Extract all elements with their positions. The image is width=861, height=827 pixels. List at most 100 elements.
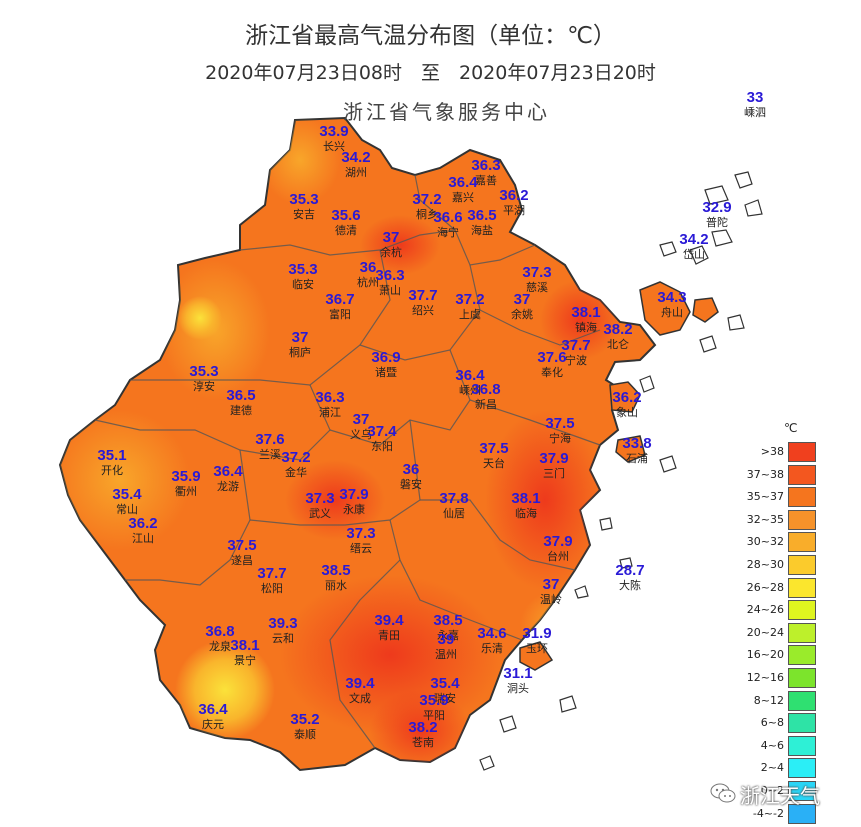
legend-swatch	[788, 645, 816, 666]
station-temp: 34.6	[477, 625, 507, 642]
station-name: 余杭	[380, 246, 402, 259]
legend-label: 12~16	[746, 671, 784, 684]
station-temp: 37.7	[408, 287, 438, 304]
station-衢州: 35.9 衢州	[171, 469, 200, 497]
station-temp: 35.4	[430, 675, 460, 692]
legend-label: -4~-2	[752, 806, 784, 820]
legend-swatch	[788, 464, 816, 485]
legend-item: 6~8	[760, 713, 820, 734]
station-temp: 33.9	[319, 123, 349, 140]
station-宁波: 37.7 宁波	[561, 338, 590, 366]
station-嵊州: 36.4 嵊州	[455, 368, 484, 396]
legend-swatch	[788, 690, 816, 711]
station-name: 宁海	[548, 432, 571, 445]
station-玉环: 31.9 玉环	[522, 626, 551, 654]
station-temp: 36.8	[205, 623, 235, 640]
station-name: 临安	[291, 278, 314, 291]
station-temp: 36.9	[371, 349, 401, 366]
station-temp: 38.5	[321, 562, 351, 579]
legend-label: 24~26	[746, 603, 784, 617]
station-temp: 39	[437, 631, 455, 648]
station-temp: 35.1	[97, 447, 127, 464]
station-name: 临海	[514, 507, 537, 520]
station-长兴: 33.9 长兴	[319, 124, 348, 152]
station-temp: 36.4	[213, 463, 243, 480]
station-temp: 36.2	[499, 187, 529, 204]
legend-label: 0~2	[760, 784, 784, 797]
station-name: 嘉兴	[451, 191, 474, 204]
footer-brand: 浙江天气	[740, 784, 820, 808]
station-temp: 31.1	[503, 665, 533, 682]
legend-label: 6~8	[760, 716, 784, 730]
legend-label: 30~32	[746, 535, 784, 549]
station-name: 文成	[348, 692, 371, 705]
station-temp: 36.6	[433, 209, 463, 226]
station-普陀: 32.9 普陀	[702, 200, 731, 228]
station-文成: 39.4 文成	[345, 676, 374, 704]
station-德清: 35.6 德清	[331, 208, 360, 236]
station-义乌: 37 义乌	[350, 412, 372, 440]
legend-item: 4~6	[760, 735, 820, 756]
station-name: 金华	[284, 466, 307, 479]
station-name: 仙居	[442, 507, 465, 520]
small-islands	[479, 171, 763, 771]
legend-item: 8~12	[754, 690, 820, 711]
station-name: 平阳	[422, 709, 445, 722]
station-慈溪: 37.3 慈溪	[522, 265, 551, 293]
station-temp: 37.4	[367, 423, 397, 440]
legend-unit: ℃	[784, 421, 798, 435]
station-永康: 37.9 永康	[339, 487, 368, 515]
station-诸暨: 36.9 诸暨	[371, 350, 400, 378]
station-name: 永康	[342, 503, 365, 516]
station-东阳: 37.4 东阳	[367, 424, 396, 452]
station-海宁: 36.6 海宁	[433, 210, 462, 238]
station-temp: 38.1	[511, 490, 541, 507]
legend-swatch	[788, 803, 816, 824]
station-临海: 38.1 临海	[511, 491, 540, 519]
station-temp: 36	[402, 461, 420, 478]
station-name: 普陀	[705, 216, 728, 229]
legend-item: 24~26	[747, 600, 820, 621]
legend-item: 26~28	[747, 577, 820, 598]
station-temp: 35.4	[112, 486, 142, 503]
station-temp: 37	[542, 576, 560, 593]
station-name: 上虞	[458, 308, 481, 321]
station-洞头: 31.1 洞头	[503, 666, 532, 694]
station-temp: 37	[352, 411, 370, 428]
station-name: 乐清	[480, 642, 503, 655]
legend-label: 35~37	[746, 490, 784, 504]
agency-name: 浙江省气象服务中心	[343, 100, 550, 124]
station-name: 青田	[377, 629, 400, 642]
station-遂昌: 37.5 遂昌	[227, 538, 256, 566]
station-name: 衢州	[174, 485, 197, 498]
station-temp: 37.7	[561, 337, 591, 354]
legend-swatch	[788, 577, 816, 598]
station-武义: 37.3 武义	[305, 491, 334, 519]
station-name: 泰顺	[293, 728, 316, 741]
station-永嘉: 38.5 永嘉	[433, 613, 462, 641]
station-乐清: 34.6 乐清	[477, 626, 506, 654]
station-嘉善: 36.3 嘉善	[471, 158, 500, 186]
station-兰溪: 37.6 兰溪	[255, 432, 284, 460]
station-name: 龙泉	[208, 640, 231, 653]
station-name: 新昌	[474, 398, 497, 411]
station-温州: 39 温州	[435, 632, 457, 660]
station-name: 诸暨	[374, 366, 397, 379]
station-name: 慈溪	[525, 281, 548, 294]
station-temp: 39.4	[374, 612, 404, 629]
station-temp: 38.1	[571, 304, 601, 321]
station-temp: 36.4	[448, 174, 478, 191]
station-name: 武义	[308, 507, 331, 520]
station-嘉兴: 36.4 嘉兴	[448, 175, 477, 203]
station-建德: 36.5 建德	[226, 388, 255, 416]
station-temp: 39.4	[345, 675, 375, 692]
station-temp: 38.5	[433, 612, 463, 629]
station-temp: 35.9	[419, 692, 449, 709]
station-浦江: 36.3 浦江	[315, 390, 344, 418]
station-name: 玉环	[525, 642, 548, 655]
station-开化: 35.1 开化	[97, 448, 126, 476]
legend-item: 30~32	[747, 532, 820, 553]
station-丽水: 38.5 丽水	[321, 563, 350, 591]
station-台州: 37.9 台州	[543, 534, 572, 562]
station-湖州: 34.2 湖州	[341, 150, 370, 178]
